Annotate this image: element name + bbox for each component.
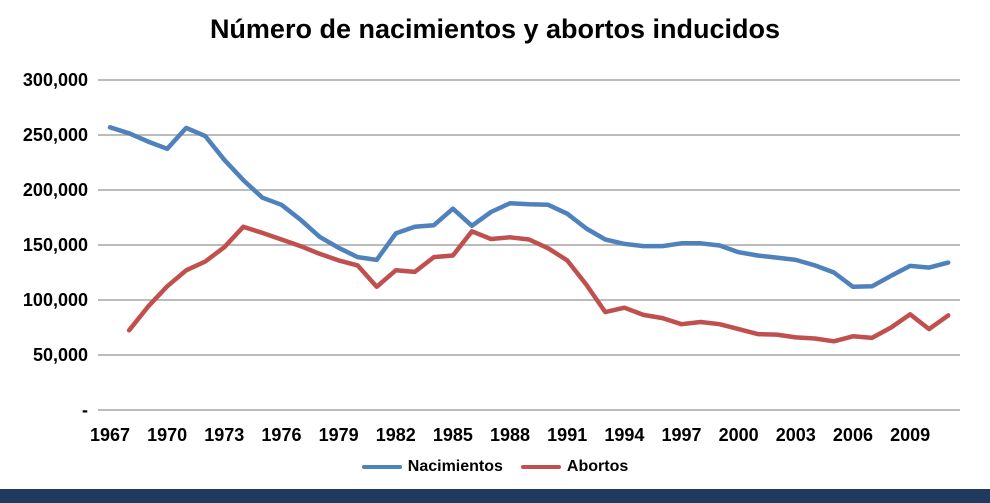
legend-item-abortos: Abortos bbox=[520, 458, 629, 476]
abortos-line bbox=[126, 224, 951, 344]
x-tick-label: 1967 bbox=[90, 425, 130, 445]
x-tick-label: 1988 bbox=[490, 425, 530, 445]
abortos-swatch-rect bbox=[520, 465, 561, 469]
footer-bar bbox=[0, 489, 990, 503]
chart-title: Número de nacimientos y abortos inducido… bbox=[209, 14, 781, 44]
x-tick-label: 2009 bbox=[890, 425, 930, 445]
nacimientos-line-swatch bbox=[361, 465, 402, 469]
y-tick-label: 100,000 bbox=[23, 290, 88, 310]
y-tick-label: 150,000 bbox=[23, 235, 88, 255]
legend-label-nacimientos: Nacimientos bbox=[407, 458, 503, 475]
x-tick-label: 1985 bbox=[433, 425, 473, 445]
y-tick-label: 50,000 bbox=[33, 345, 88, 365]
x-tick-label: 2003 bbox=[776, 425, 816, 445]
legend-label-abortos: Abortos bbox=[566, 458, 629, 475]
x-tick-label: 1979 bbox=[319, 425, 359, 445]
x-tick-label: 2000 bbox=[719, 425, 759, 445]
y-tick-label: 250,000 bbox=[23, 125, 88, 145]
nacimientos-swatch-rect bbox=[361, 465, 402, 469]
x-tick-label: 1997 bbox=[661, 425, 701, 445]
x-tick-label: 1976 bbox=[261, 425, 301, 445]
x-tick-label: 1991 bbox=[547, 425, 587, 445]
x-tick-label: 1982 bbox=[376, 425, 416, 445]
nacimientos-line bbox=[107, 125, 951, 290]
y-tick-label: 300,000 bbox=[23, 70, 88, 90]
x-tick-label: 1970 bbox=[147, 425, 187, 445]
x-tick-label: 1994 bbox=[604, 425, 644, 445]
chart-legend: Nacimientos Abortos bbox=[0, 458, 990, 476]
abortos-line-swatch bbox=[520, 465, 561, 469]
x-tick-label: 1973 bbox=[204, 425, 244, 445]
legend-item-nacimientos: Nacimientos bbox=[361, 458, 503, 476]
y-tick-label: 200,000 bbox=[23, 180, 88, 200]
y-tick-label: - bbox=[82, 400, 88, 420]
x-tick-label: 2006 bbox=[833, 425, 873, 445]
